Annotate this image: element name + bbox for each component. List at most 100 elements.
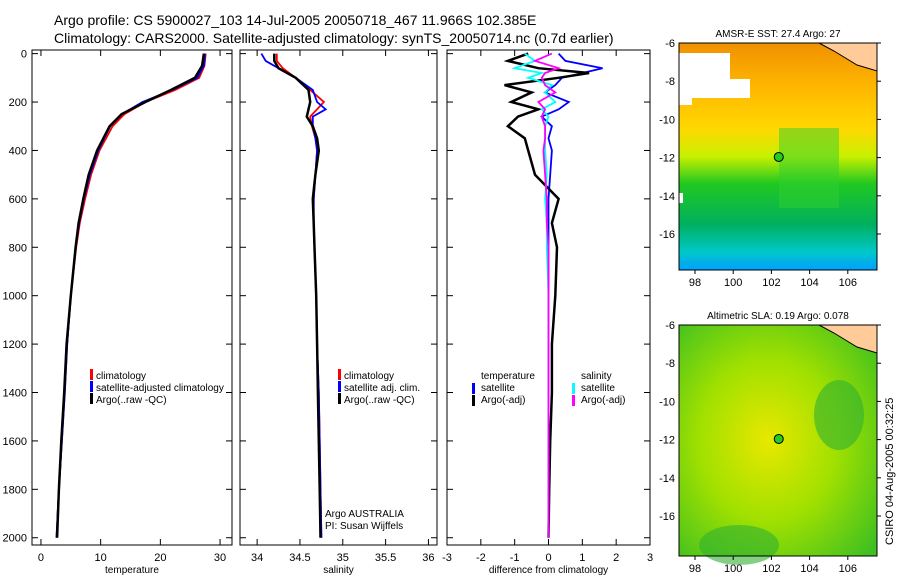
salinity-axes-frame <box>239 49 438 546</box>
x-tick-label: 0 <box>38 552 44 564</box>
difference-series-salinity-argo-adj- <box>532 52 562 538</box>
temperature-axes-frame <box>31 49 233 546</box>
y-tick-label: 1800 <box>3 484 27 496</box>
x-tick-label: 100 <box>724 563 742 575</box>
difference-panel: -3 -2 -1 0 1 2 3 difference from climatology tem… <box>442 49 653 576</box>
figure-title-line1: Argo profile: CS 5900027_103 14-Jul-2005… <box>54 12 537 28</box>
x-tick-label: 30 <box>214 552 226 564</box>
x-tick-label: 34 <box>251 552 263 564</box>
x-tick-label: 106 <box>839 563 857 575</box>
legend-swatch <box>338 369 341 380</box>
x-tick-label: 104 <box>800 563 818 575</box>
legend-entry: satellite-adjusted climatology <box>96 383 224 394</box>
temperature-panel: 0 10 20 30 0 200 400 600 800 1000 1200 1400 1600 1800… <box>3 49 233 576</box>
y-tick-label: 800 <box>9 242 27 254</box>
x-tick-label: 3 <box>647 552 653 564</box>
x-tick-label: 10 <box>95 552 107 564</box>
legend-swatch <box>572 395 575 406</box>
y-tick-label: 200 <box>9 97 27 109</box>
y-tick-label: -6 <box>665 38 675 50</box>
difference-series-temperature-argo-adj- <box>503 52 590 538</box>
temperature-series-argo-raw-qc- <box>55 53 206 538</box>
annotation-text: Argo AUSTRALIA <box>325 509 404 520</box>
x-tick-label: 20 <box>154 552 166 564</box>
x-tick-label: 106 <box>839 277 857 289</box>
x-tick-label: 98 <box>689 563 701 575</box>
temperature-series-satellite-adjusted-climatology <box>55 53 206 538</box>
x-tick-label: 1 <box>579 552 585 564</box>
timestamp-label: CSIRO 04-Aug-2005 00:32:25 <box>884 398 896 545</box>
legend-entry: Argo(..raw -QC) <box>344 395 415 406</box>
temperature-series-climatology <box>55 53 207 538</box>
y-tick-label: 1200 <box>3 339 27 351</box>
map-title: AMSR-E SST: 27.4 Argo: 27 <box>715 29 840 40</box>
x-tick-label: -3 <box>442 552 452 564</box>
legend-entry: temperature <box>481 371 535 382</box>
figure-title-line2: Climatology: CARS2000. Satellite-adjuste… <box>54 30 614 46</box>
legend-swatch <box>472 395 475 406</box>
low-sla-region <box>699 525 779 565</box>
annotation-text: PI: Susan Wijffels <box>325 521 403 532</box>
y-tick-label: -10 <box>659 396 675 408</box>
salinity-panel: 34 34.5 35 35.5 36 salinity climatologysatelli… <box>239 49 438 576</box>
y-tick-label: -14 <box>659 473 675 485</box>
x-tick-label: 2 <box>613 552 619 564</box>
y-tick-label: -12 <box>659 153 675 165</box>
legend-entry: climatology <box>96 371 146 382</box>
x-tick-label: 98 <box>689 277 701 289</box>
legend-swatch <box>472 383 475 394</box>
y-tick-label: 0 <box>21 49 27 61</box>
x-tick-label: -2 <box>476 552 486 564</box>
sst-map: AMSR-E SST: 27.4 Argo: 27 98 100 102 104 106 -… <box>659 29 881 289</box>
x-tick-label: 34.5 <box>289 552 310 564</box>
temperature-x-axis-label: temperature <box>105 565 159 576</box>
legend-entry: satellite adj. clim. <box>344 383 420 394</box>
map-frame <box>678 324 878 557</box>
legend-entry: Argo(-adj) <box>481 395 525 406</box>
cool-eddy <box>779 128 839 208</box>
x-tick-label: -1 <box>510 552 520 564</box>
y-tick-label: -14 <box>659 191 675 203</box>
legend-entry: Argo(..raw -QC) <box>96 395 167 406</box>
y-tick-label: -16 <box>659 511 675 523</box>
x-tick-label: 104 <box>800 277 818 289</box>
y-tick-label: -16 <box>659 229 675 241</box>
legend-swatch <box>338 393 341 404</box>
salinity-x-axis-label: salinity <box>323 565 354 576</box>
low-sla-region <box>814 380 864 450</box>
map-frame <box>678 42 878 271</box>
y-tick-label: 2000 <box>3 533 27 545</box>
x-tick-label: 35 <box>337 552 349 564</box>
legend-swatch <box>90 369 93 380</box>
y-tick-label: -8 <box>665 76 675 88</box>
x-tick-label: 102 <box>762 563 780 575</box>
x-tick-label: 0 <box>545 552 551 564</box>
x-tick-label: 36 <box>422 552 434 564</box>
map-title: Altimetric SLA: 0.19 Argo: 0.078 <box>707 311 849 322</box>
argo-float-marker <box>773 433 784 444</box>
y-tick-label: 600 <box>9 194 27 206</box>
missing-data-area <box>679 193 683 203</box>
difference-x-axis-label: difference from climatology <box>489 565 608 576</box>
legend-swatch <box>90 381 93 392</box>
legend-entry: satellite <box>581 383 615 394</box>
salinity-series-argo-raw-qc- <box>273 53 322 538</box>
y-tick-label: -12 <box>659 435 675 447</box>
y-tick-label: -8 <box>665 358 675 370</box>
legend-swatch <box>90 393 93 404</box>
sla-map: Altimetric SLA: 0.19 Argo: 0.078 98 100 102… <box>659 311 881 575</box>
y-tick-label: -6 <box>665 320 675 332</box>
legend-swatch <box>338 381 341 392</box>
legend-entry: climatology <box>344 371 394 382</box>
y-tick-label: 1400 <box>3 388 27 400</box>
y-tick-label: 1000 <box>3 291 27 303</box>
legend-entry: salinity <box>581 371 612 382</box>
y-tick-label: 400 <box>9 145 27 157</box>
argo-float-marker <box>773 151 784 162</box>
missing-data-area <box>679 53 750 105</box>
legend-entry: satellite <box>481 383 515 394</box>
y-tick-label: 1600 <box>3 436 27 448</box>
y-tick-label: -10 <box>659 114 675 126</box>
